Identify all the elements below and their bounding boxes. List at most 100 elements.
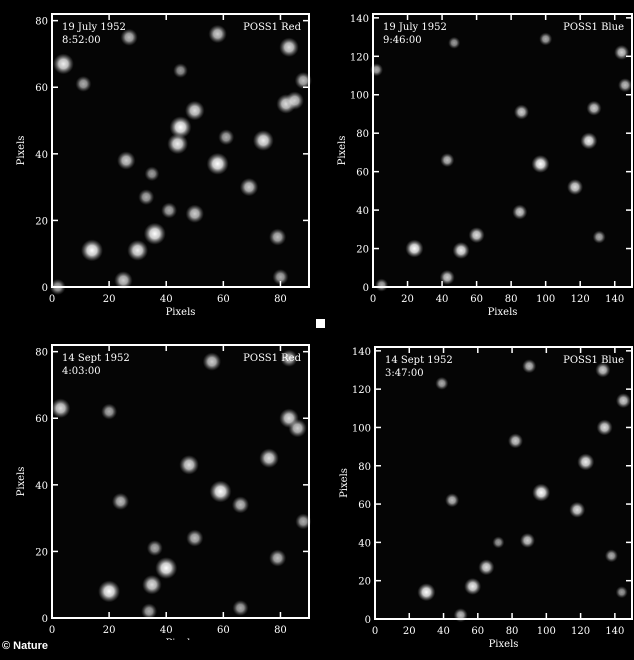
x-tick-label: 20 <box>401 294 414 305</box>
y-tick-label: 100 <box>350 91 369 102</box>
y-tick-label: 140 <box>350 14 369 25</box>
star <box>468 227 485 244</box>
star-field-plot: 0 20 40 60 80 0 20 40 60 80 Pixels Pixels 14 Sept 19… <box>16 344 312 649</box>
star <box>269 549 287 567</box>
plate-label: POSS1 Blue <box>563 355 624 366</box>
star <box>532 483 551 502</box>
star <box>231 496 250 514</box>
x-axis-label: Pixels <box>489 639 519 650</box>
star <box>577 453 595 471</box>
star <box>232 600 249 616</box>
x-tick-label: 20 <box>403 626 416 637</box>
star <box>492 536 505 549</box>
star <box>595 362 611 378</box>
observation-date: 14 Sept 1952 <box>385 355 453 366</box>
star <box>280 349 298 367</box>
plate-label: POSS1 Red <box>243 22 301 33</box>
y-axis-label: Pixels <box>16 136 27 166</box>
y-axis-label: Pixels <box>16 467 27 497</box>
star <box>239 177 259 197</box>
y-tick-label: 0 <box>363 283 369 294</box>
star <box>101 403 118 420</box>
x-tick-label: 60 <box>217 625 230 636</box>
star <box>539 32 553 46</box>
observation-time: 4:03:00 <box>62 366 101 377</box>
star-field-plot: 0 20 40 60 80 100 120 140 0 20 40 60 80 100 120 140 Pixe… <box>339 346 633 650</box>
star <box>405 239 424 258</box>
star <box>144 166 160 182</box>
star <box>127 239 149 261</box>
x-tick-label: 20 <box>103 294 116 305</box>
star <box>604 549 618 563</box>
star <box>75 75 92 92</box>
star <box>614 44 630 60</box>
x-tick-label: 40 <box>160 294 173 305</box>
x-tick-label: 60 <box>471 626 484 637</box>
image-area <box>375 347 632 619</box>
star <box>519 532 536 548</box>
plot-frame <box>51 344 310 619</box>
star <box>50 398 71 419</box>
observation-date: 19 July 1952 <box>62 22 126 33</box>
y-tick-label: 120 <box>352 385 371 396</box>
y-tick-label: 120 <box>350 52 369 63</box>
star <box>186 529 204 547</box>
star <box>464 577 482 595</box>
x-tick-label: 0 <box>372 626 378 637</box>
y-tick-label: 40 <box>358 538 371 549</box>
x-tick-label: 20 <box>103 625 116 636</box>
plot-frame <box>374 346 633 620</box>
plate-label: POSS1 Blue <box>563 22 624 33</box>
star <box>453 608 468 623</box>
star <box>218 129 235 146</box>
star <box>138 189 155 206</box>
observation-date: 14 Sept 1952 <box>62 353 130 364</box>
y-axis-label: Pixels <box>339 468 350 498</box>
x-tick-label: 60 <box>470 294 483 305</box>
star <box>259 448 279 468</box>
star <box>155 557 178 580</box>
observation-time: 3:47:00 <box>385 368 424 379</box>
star <box>98 580 121 603</box>
star <box>142 574 162 595</box>
y-tick-label: 40 <box>35 481 48 492</box>
star <box>294 72 312 90</box>
star <box>569 501 586 518</box>
star <box>567 179 584 196</box>
star <box>202 352 222 371</box>
x-tick-label: 40 <box>436 294 449 305</box>
star <box>143 222 166 245</box>
image-area <box>52 345 309 618</box>
star <box>417 583 436 602</box>
star <box>279 37 299 58</box>
x-tick-label: 0 <box>370 294 376 305</box>
star <box>580 132 598 150</box>
y-tick-label: 0 <box>42 614 48 625</box>
x-tick-label: 120 <box>571 294 590 305</box>
star <box>507 433 524 449</box>
star <box>615 393 631 409</box>
star <box>80 239 103 262</box>
observation-date: 19 July 1952 <box>383 22 447 33</box>
y-tick-label: 0 <box>42 283 48 294</box>
star <box>369 63 383 77</box>
y-tick-label: 0 <box>365 615 371 626</box>
star <box>592 230 606 244</box>
y-tick-label: 40 <box>35 150 48 161</box>
x-axis-label: Pixels <box>166 307 196 318</box>
star <box>615 586 628 599</box>
x-tick-label: 80 <box>506 626 519 637</box>
y-tick-label: 80 <box>358 462 371 473</box>
center-marker <box>316 319 325 328</box>
star <box>111 492 130 511</box>
x-tick-label: 80 <box>505 294 518 305</box>
x-tick-label: 80 <box>274 625 287 636</box>
star <box>522 359 537 374</box>
star <box>173 63 188 78</box>
y-tick-label: 20 <box>35 216 48 227</box>
star <box>448 36 461 49</box>
star <box>206 152 229 175</box>
star <box>209 480 232 503</box>
x-tick-label: 140 <box>605 626 624 637</box>
star <box>114 271 133 290</box>
